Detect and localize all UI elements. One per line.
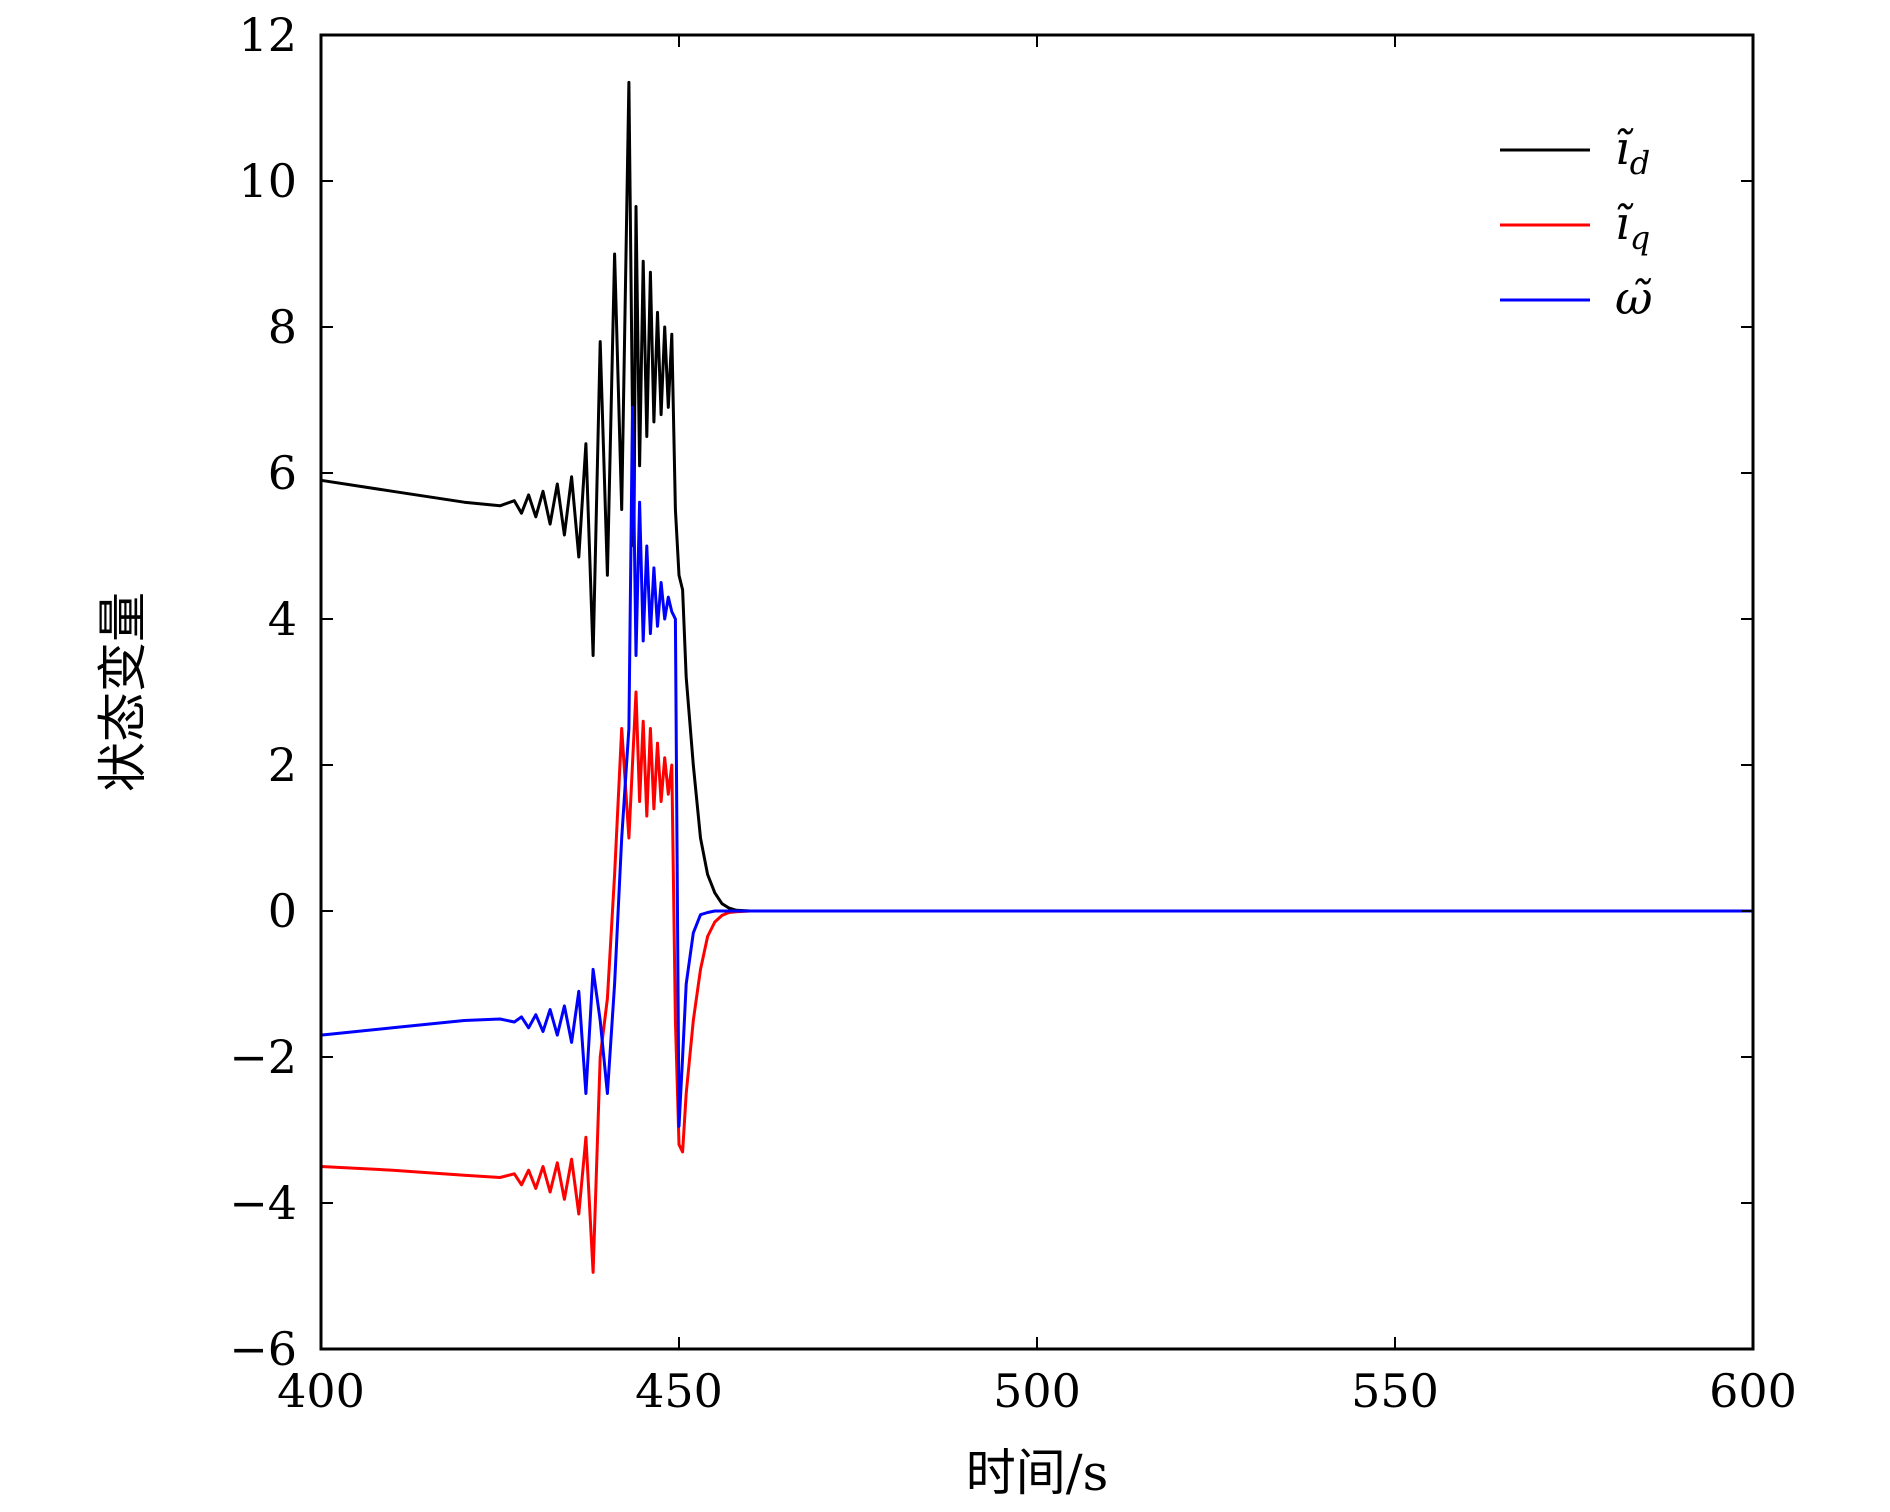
y-tick-label: 4 xyxy=(268,592,297,646)
y-axis-title: 状态变量 xyxy=(94,592,152,792)
legend-label-id-sub: d xyxy=(1630,144,1650,182)
y-tick-label: 6 xyxy=(268,446,297,500)
y-tick-label: 2 xyxy=(268,738,297,792)
tick-labels-layer: 400 450 500 550 600 −6 −4 −2 0 2 4 6 8 10 12 xyxy=(229,8,1797,1418)
series-line-2 xyxy=(320,405,1753,1128)
y-tick-label: 8 xyxy=(268,300,297,354)
legend-label-iq-base: ĩ xyxy=(1615,196,1634,250)
y-tick-label: −4 xyxy=(229,1176,297,1230)
x-axis-title: 时间/s xyxy=(966,1444,1109,1502)
y-tick-label: 10 xyxy=(238,154,297,208)
legend: ĩd ĩq ω̃ xyxy=(1500,121,1653,325)
x-tick-label: 500 xyxy=(993,1364,1081,1418)
series-layer xyxy=(320,80,1753,1274)
ticks-layer xyxy=(320,34,1754,1350)
series-line-1 xyxy=(320,690,1753,1274)
legend-label-iq: ĩq xyxy=(1615,196,1650,257)
legend-label-iq-sub: q xyxy=(1630,219,1650,257)
x-tick-label: 400 xyxy=(277,1364,365,1418)
y-tick-label: −6 xyxy=(229,1322,297,1376)
y-tick-label: 12 xyxy=(238,8,297,62)
x-tick-label: 450 xyxy=(635,1364,723,1418)
legend-label-omega: ω̃ xyxy=(1615,271,1653,325)
x-tick-label: 600 xyxy=(1709,1364,1797,1418)
legend-label-omega-base: ω̃ xyxy=(1615,271,1653,325)
legend-label-id-base: ĩ xyxy=(1615,121,1634,175)
plot-frame xyxy=(319,33,1755,1351)
y-tick-label: −2 xyxy=(229,1030,297,1084)
legend-label-id: ĩd xyxy=(1615,121,1650,182)
series-line-0 xyxy=(320,80,1753,913)
x-tick-label: 550 xyxy=(1351,1364,1439,1418)
y-tick-label: 0 xyxy=(268,884,297,938)
